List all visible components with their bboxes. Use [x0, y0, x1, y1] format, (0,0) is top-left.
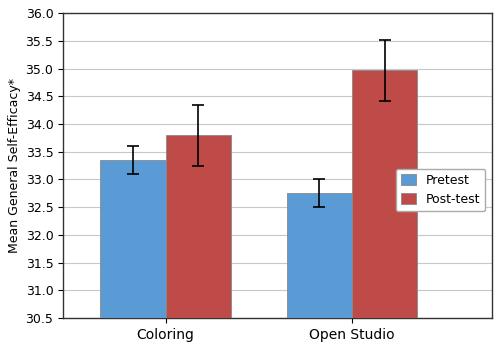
- Y-axis label: Mean General Self-Efficacy*: Mean General Self-Efficacy*: [8, 78, 22, 253]
- Bar: [352, 70, 417, 318]
- Legend: Pretest, Post-test: Pretest, Post-test: [396, 169, 486, 211]
- Bar: [166, 135, 231, 318]
- Bar: [286, 193, 352, 318]
- Bar: [100, 160, 166, 318]
